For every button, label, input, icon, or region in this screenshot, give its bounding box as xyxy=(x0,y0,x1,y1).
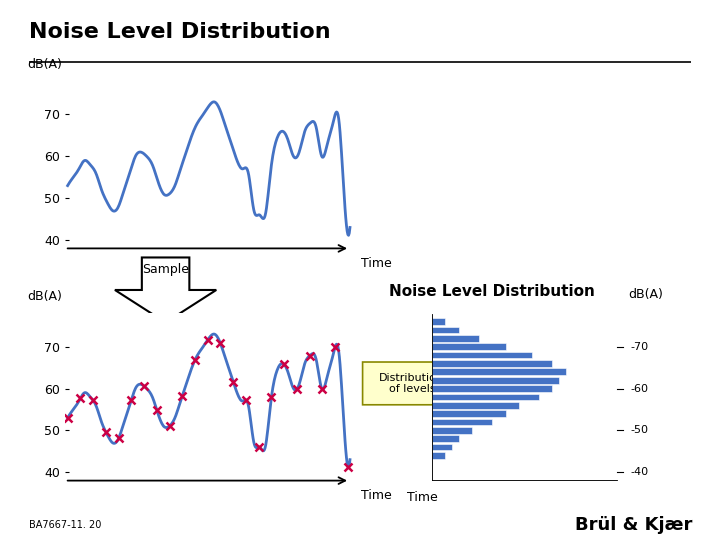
Bar xyxy=(432,410,505,417)
Bar xyxy=(432,435,459,442)
Bar xyxy=(432,352,532,359)
Text: Brül & Kjær: Brül & Kjær xyxy=(575,516,693,534)
Text: Noise Level Distribution: Noise Level Distribution xyxy=(29,22,330,42)
Text: -50: -50 xyxy=(631,426,649,435)
Bar xyxy=(432,385,552,392)
Text: Distribution
of levels: Distribution of levels xyxy=(379,373,444,394)
Text: dB(A): dB(A) xyxy=(27,58,62,71)
Bar xyxy=(432,360,552,367)
Bar xyxy=(432,444,452,450)
Bar xyxy=(432,452,446,459)
Polygon shape xyxy=(363,338,483,429)
Text: dB(A): dB(A) xyxy=(629,288,663,301)
Bar xyxy=(432,335,479,342)
Bar xyxy=(432,318,446,325)
Text: -70: -70 xyxy=(631,342,649,352)
Bar xyxy=(432,343,505,350)
Text: -40: -40 xyxy=(631,467,649,477)
Text: Time: Time xyxy=(361,489,392,502)
Bar xyxy=(432,418,492,426)
Bar xyxy=(432,402,519,409)
Bar xyxy=(432,327,459,333)
Text: -60: -60 xyxy=(631,383,649,394)
Text: Time: Time xyxy=(361,256,392,270)
Polygon shape xyxy=(115,258,216,322)
Bar xyxy=(432,377,559,383)
Text: BA7667-11. 20: BA7667-11. 20 xyxy=(29,519,102,530)
Text: Noise Level Distribution: Noise Level Distribution xyxy=(389,284,595,299)
Text: Time: Time xyxy=(408,491,438,504)
Bar xyxy=(432,368,566,375)
Bar xyxy=(432,394,539,400)
Text: Sample: Sample xyxy=(142,263,189,276)
Text: dB(A): dB(A) xyxy=(27,290,62,303)
Bar xyxy=(432,427,472,434)
